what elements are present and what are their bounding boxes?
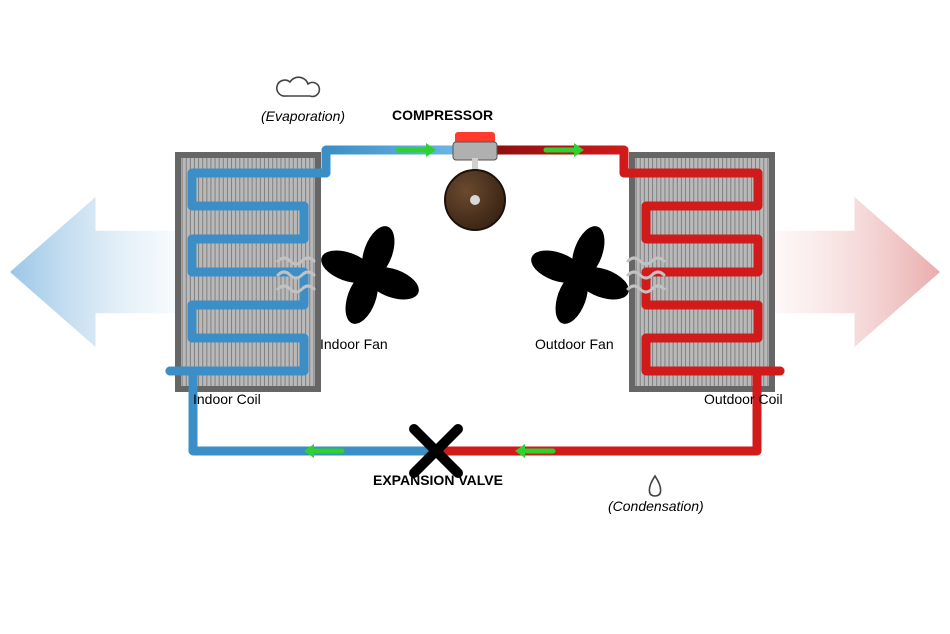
- outdoor-fan-label: Outdoor Fan: [535, 336, 614, 352]
- expansion-valve-label: EXPANSION VALVE: [373, 472, 503, 488]
- flow-arrow-1: [546, 143, 584, 157]
- indoor-fan-label: Indoor Fan: [320, 336, 388, 352]
- compressor-label: COMPRESSOR: [392, 107, 493, 123]
- flow-arrow-2: [515, 444, 553, 458]
- cold-air-arrow: [10, 197, 200, 347]
- evaporation-label: (Evaporation): [261, 108, 345, 124]
- outdoor-coil-pipe: [624, 173, 780, 371]
- indoor-fan-icon: [317, 222, 423, 328]
- outdoor-coil-label: Outdoor Coil: [704, 391, 783, 407]
- diagram-canvas: [0, 0, 950, 634]
- condensation-label: (Condensation): [608, 498, 704, 514]
- hot-air-arrow: [750, 197, 940, 347]
- indoor-coil-pipe: [170, 173, 326, 371]
- flow-arrow-0: [398, 143, 436, 157]
- flow-arrow-3: [304, 444, 342, 458]
- condensation-drop-icon: [649, 476, 660, 496]
- compressor-icon: [445, 132, 505, 230]
- evaporation-cloud-icon: [277, 77, 320, 96]
- indoor-coil-label: Indoor Coil: [193, 391, 261, 407]
- refrigeration-cycle-diagram: COMPRESSOR Indoor Fan Outdoor Fan Indoor…: [0, 0, 950, 634]
- outdoor-fan-icon: [527, 222, 633, 328]
